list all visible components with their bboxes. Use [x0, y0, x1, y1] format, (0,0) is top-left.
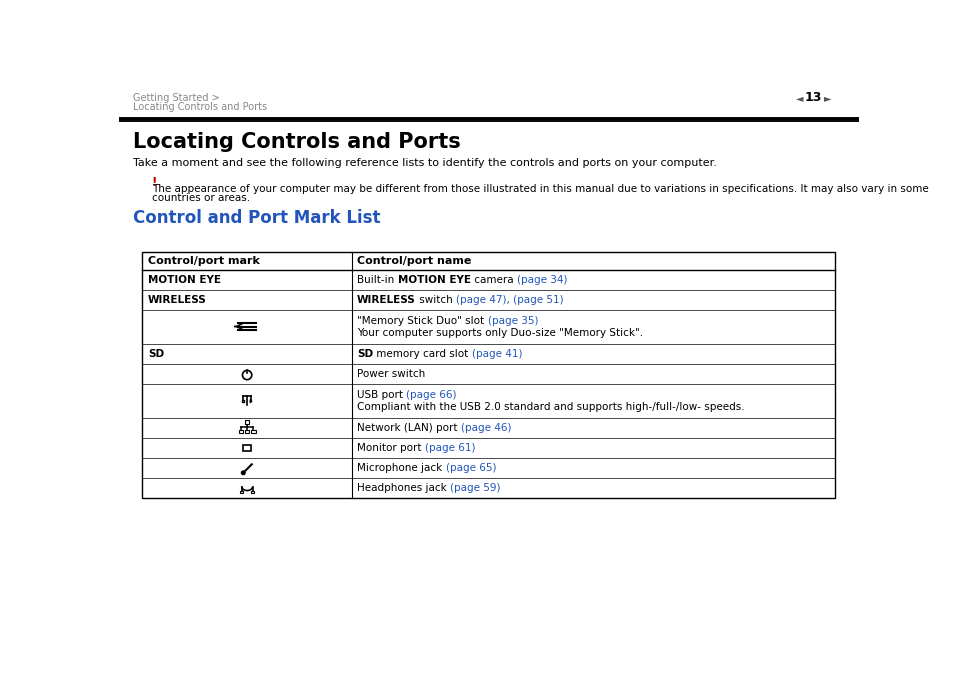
Text: The appearance of your computer may be different from those illustrated in this : The appearance of your computer may be d… — [152, 184, 927, 194]
Text: memory card slot: memory card slot — [373, 349, 472, 359]
Circle shape — [241, 471, 245, 474]
Text: WIRELESS: WIRELESS — [356, 295, 416, 305]
Bar — [245, 430, 249, 433]
Text: Your computer supports only Duo-size "Memory Stick".: Your computer supports only Duo-size "Me… — [356, 328, 642, 338]
Text: (page 47), (page 51): (page 47), (page 51) — [456, 295, 563, 305]
Text: Control/port name: Control/port name — [356, 256, 471, 266]
Text: (page 61): (page 61) — [424, 443, 475, 453]
Bar — [238, 430, 243, 433]
Text: Built-in: Built-in — [356, 275, 397, 285]
Text: (page 66): (page 66) — [406, 390, 456, 400]
Text: Microphone jack: Microphone jack — [356, 463, 445, 473]
Text: Headphones jack: Headphones jack — [356, 483, 450, 493]
Text: (page 46): (page 46) — [460, 423, 511, 433]
Text: Power switch: Power switch — [356, 369, 425, 379]
Text: (page 35): (page 35) — [487, 316, 537, 326]
Text: 13: 13 — [804, 91, 821, 104]
Bar — [251, 491, 253, 493]
Text: ►: ► — [823, 93, 830, 103]
Text: SD: SD — [356, 349, 373, 359]
Text: SD: SD — [148, 349, 164, 359]
Text: (page 34): (page 34) — [516, 275, 566, 285]
Text: MOTION EYE: MOTION EYE — [397, 275, 470, 285]
Text: Take a moment and see the following reference lists to identify the controls and: Take a moment and see the following refe… — [133, 158, 717, 168]
Text: USB port: USB port — [356, 390, 406, 400]
Text: Locating Controls and Ports: Locating Controls and Ports — [133, 133, 460, 152]
Text: Network (LAN) port: Network (LAN) port — [356, 423, 460, 433]
Text: camera: camera — [470, 275, 516, 285]
Text: (page 59): (page 59) — [450, 483, 500, 493]
Text: ◄: ◄ — [795, 93, 802, 103]
Text: Getting Started >: Getting Started > — [133, 93, 220, 103]
Bar — [243, 445, 251, 452]
Text: switch: switch — [416, 295, 456, 305]
Polygon shape — [250, 400, 252, 403]
Text: (page 65): (page 65) — [445, 463, 496, 473]
Text: WIRELESS: WIRELESS — [148, 295, 207, 305]
Bar — [242, 400, 244, 402]
Text: Control and Port Mark List: Control and Port Mark List — [133, 209, 380, 226]
Text: Monitor port: Monitor port — [356, 443, 424, 453]
Bar — [245, 421, 249, 423]
Text: "Memory Stick Duo" slot: "Memory Stick Duo" slot — [356, 316, 487, 326]
Text: MOTION EYE: MOTION EYE — [148, 275, 221, 285]
Text: countries or areas.: countries or areas. — [152, 193, 250, 204]
Bar — [240, 491, 243, 493]
Text: !: ! — [152, 176, 157, 189]
Text: Locating Controls and Ports: Locating Controls and Ports — [133, 102, 267, 113]
Text: Compliant with the USB 2.0 standard and supports high-/full-/low- speeds.: Compliant with the USB 2.0 standard and … — [356, 402, 744, 412]
Bar — [142, 252, 834, 498]
Text: (page 41): (page 41) — [472, 349, 521, 359]
Text: Control/port mark: Control/port mark — [148, 256, 259, 266]
Bar — [251, 430, 255, 433]
